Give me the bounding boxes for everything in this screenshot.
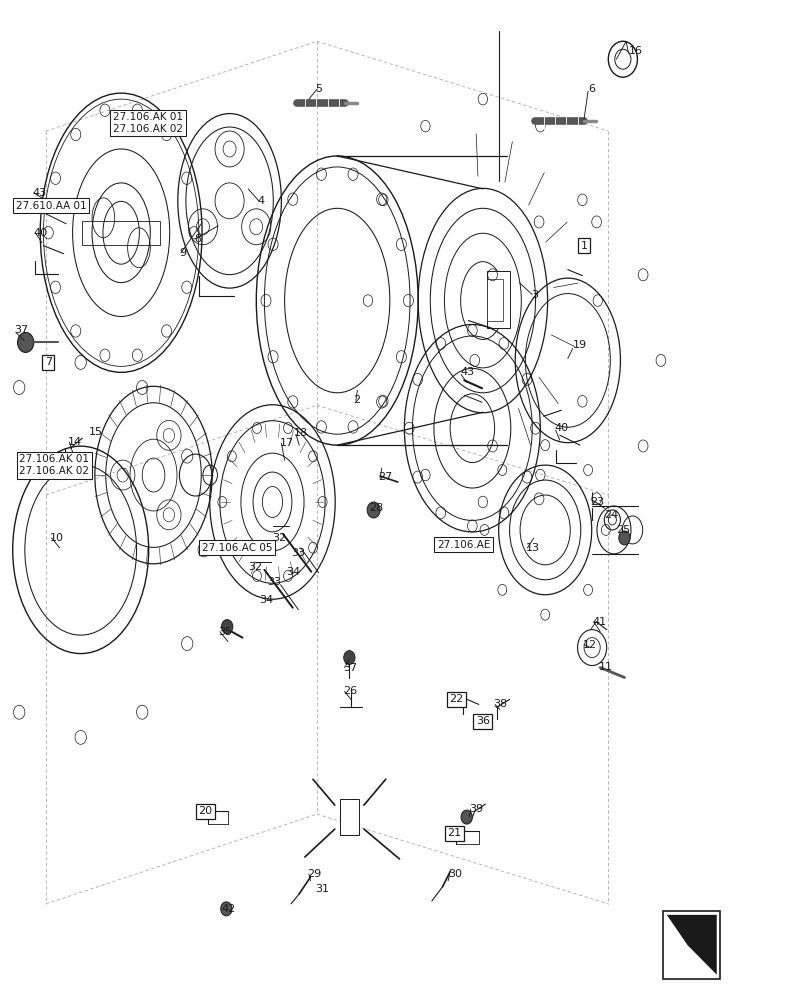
Text: 27.106.AK 01
27.106.AK 02: 27.106.AK 01 27.106.AK 02 [113, 112, 182, 134]
Polygon shape [666, 915, 716, 975]
Circle shape [461, 810, 472, 824]
Text: 3: 3 [530, 290, 538, 300]
Text: 39: 39 [469, 804, 483, 814]
Text: 43: 43 [32, 188, 46, 198]
Text: 30: 30 [448, 869, 461, 879]
Bar [487, 271, 509, 328]
Text: 21: 21 [447, 828, 461, 838]
Text: 24: 24 [603, 510, 618, 520]
Text: 1: 1 [580, 241, 587, 251]
Text: 25: 25 [616, 525, 630, 535]
Text: 22: 22 [448, 694, 463, 704]
Text: 5: 5 [315, 84, 322, 94]
Text: 6: 6 [587, 84, 594, 94]
Text: 37: 37 [15, 325, 28, 335]
Text: 40: 40 [553, 423, 568, 433]
Bar [663, 911, 719, 979]
Text: 19: 19 [572, 340, 586, 350]
Circle shape [221, 620, 233, 634]
Text: 35: 35 [218, 627, 232, 637]
Text: 29: 29 [307, 869, 321, 879]
Text: 37: 37 [342, 663, 357, 673]
Text: 27.106.AE: 27.106.AE [436, 540, 490, 550]
Circle shape [221, 902, 232, 916]
Text: 31: 31 [315, 884, 329, 894]
Text: 18: 18 [294, 428, 308, 438]
Text: 41: 41 [591, 617, 606, 627]
Circle shape [343, 651, 354, 665]
Text: 42: 42 [221, 904, 235, 914]
Text: 32: 32 [248, 562, 262, 572]
Text: 43: 43 [460, 367, 474, 377]
Text: 13: 13 [525, 543, 539, 553]
Text: 9: 9 [179, 248, 187, 258]
Text: 27.106.AK 01
27.106.AK 02: 27.106.AK 01 27.106.AK 02 [19, 454, 89, 476]
Text: 7: 7 [45, 357, 52, 367]
Bar [82, 221, 160, 245]
Text: 14: 14 [67, 437, 82, 447]
Text: 38: 38 [493, 699, 507, 709]
Text: 17: 17 [280, 438, 294, 448]
Text: 10: 10 [50, 533, 64, 543]
Text: 20: 20 [198, 806, 212, 816]
Text: 11: 11 [598, 662, 611, 672]
Circle shape [618, 531, 629, 545]
Bar [339, 799, 358, 835]
Text: 15: 15 [88, 427, 103, 437]
Circle shape [367, 502, 380, 518]
Text: 27.106.AC 05: 27.106.AC 05 [202, 543, 272, 553]
Text: 40: 40 [34, 228, 48, 238]
Text: 36: 36 [475, 716, 489, 726]
Text: 4: 4 [257, 196, 264, 206]
Text: 27.610.AA 01: 27.610.AA 01 [16, 201, 87, 211]
Bar [487, 279, 503, 320]
Text: 34: 34 [286, 567, 300, 577]
Text: 34: 34 [259, 595, 272, 605]
Text: 2: 2 [353, 395, 360, 405]
Text: 33: 33 [267, 577, 281, 587]
Text: 8: 8 [194, 234, 201, 244]
Text: 27: 27 [378, 472, 393, 482]
Text: 32: 32 [272, 533, 286, 543]
Text: 23: 23 [590, 497, 604, 507]
Circle shape [18, 332, 34, 352]
Text: 28: 28 [369, 503, 384, 513]
Text: 16: 16 [628, 46, 642, 56]
Text: 26: 26 [342, 686, 357, 696]
Polygon shape [666, 915, 686, 975]
Text: 12: 12 [581, 640, 596, 650]
Text: 33: 33 [290, 548, 305, 558]
